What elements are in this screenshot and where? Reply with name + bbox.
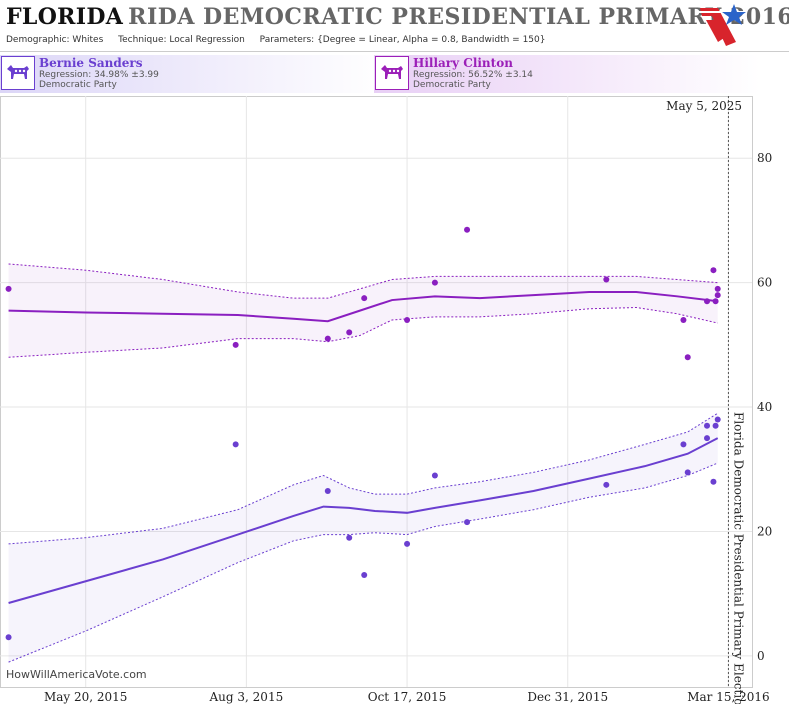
poll-point-clinton [346,329,353,336]
poll-point-sanders [603,481,610,488]
candidate-party: Democratic Party [39,80,117,90]
poll-point-sanders [712,422,719,429]
poll-point-clinton [232,341,239,348]
trend-lines [8,290,719,604]
poll-point-clinton [603,276,610,283]
poll-point-clinton [324,335,331,342]
title-main: FLORIDA [6,4,124,30]
x-tick-label: Mar 15, 2016 [687,690,769,704]
parameters-label: Parameters: {Degree = Linear, Alpha = 0.… [259,35,546,45]
poll-point-sanders [346,534,353,541]
election-day-label: Florida Democratic Presidential Primary … [731,412,745,704]
poll-point-clinton [684,354,691,361]
page-title: FLORIDA RIDA DEMOCRATIC PRESIDENTIAL PRI… [6,4,789,38]
current-date-label: May 5, 2025 [666,99,742,113]
y-tick-label: 0 [757,649,765,663]
grid [0,96,752,687]
x-tick-label: Aug 3, 2015 [209,690,284,704]
confidence-bands [8,263,718,663]
poll-point-sanders [404,540,411,547]
poll-point-sanders [361,572,368,579]
chart-meta: Demographic: Whites Technique: Local Reg… [6,35,557,45]
poll-point-clinton [704,298,711,305]
y-tick-label: 20 [757,524,772,538]
poll-point-clinton [710,267,717,274]
band-upper-clinton [8,263,718,299]
donkey-icon [375,56,409,90]
technique-label: Technique: Local Regression [118,35,245,45]
y-tick-label: 40 [757,400,772,414]
header-divider [0,51,789,52]
site-credit: HowWillAmericaVote.com [6,668,147,681]
poll-point-sanders [5,634,12,641]
poll-point-clinton [712,298,719,305]
poll-point-sanders [704,422,711,429]
axis-labels: 0 20 40 60 80 May 20, 2015 Aug 3, 2015 Oct 17, … [6,99,772,704]
poll-point-clinton [404,316,411,323]
candidate-regression: Regression: 34.98% ±3.99 [39,70,159,80]
donkey-icon [1,56,35,90]
x-tick-label: May 20, 2015 [44,690,127,704]
poll-point-clinton [714,285,721,292]
poll-point-sanders [684,469,691,476]
y-tick-label: 80 [757,151,772,165]
poll-point-clinton [431,279,438,286]
band-upper-sanders [8,412,718,545]
plot-frame [0,96,753,688]
candidate-name: Hillary Clinton [413,56,513,70]
poll-point-sanders [680,441,687,448]
poll-point-sanders [710,478,717,485]
poll-point-clinton [5,285,12,292]
candidate-card-clinton: Hillary Clinton Regression: 56.52% ±3.14… [374,55,760,93]
poll-point-clinton [464,226,471,233]
x-tick-label: Oct 17, 2015 [368,690,447,704]
poll-point-clinton [680,316,687,323]
x-tick-label: Dec 31, 2015 [527,690,608,704]
poll-chart: 0 20 40 60 80 May 20, 2015 Aug 3, 2015 Oct 17, … [0,96,772,704]
band-lower-clinton [8,307,718,358]
y-tick-label: 60 [757,276,772,290]
candidate-name: Bernie Sanders [39,56,143,70]
title-sub: RIDA DEMOCRATIC PRESIDENTIAL PRIMARY 201… [128,4,789,30]
band-sanders [8,413,718,663]
poll-point-sanders [464,519,471,526]
trend-line-sanders [8,437,719,604]
poll-point-clinton [361,295,368,302]
trend-line-clinton [8,290,718,323]
band-lower-sanders [8,462,718,663]
site-logo-icon [699,4,746,46]
poll-point-sanders [431,472,438,479]
band-clinton [8,263,718,358]
poll-point-sanders [324,488,331,495]
poll-point-clinton [714,292,721,299]
demographic-label: Demographic: Whites [6,35,104,45]
poll-point-sanders [704,435,711,442]
poll-point-sanders [714,416,721,423]
candidate-party: Democratic Party [413,80,491,90]
data-points [5,226,721,641]
poll-point-sanders [232,441,239,448]
candidate-regression: Regression: 56.52% ±3.14 [413,70,533,80]
candidate-card-sanders: Bernie Sanders Regression: 34.98% ±3.99 … [0,55,386,93]
